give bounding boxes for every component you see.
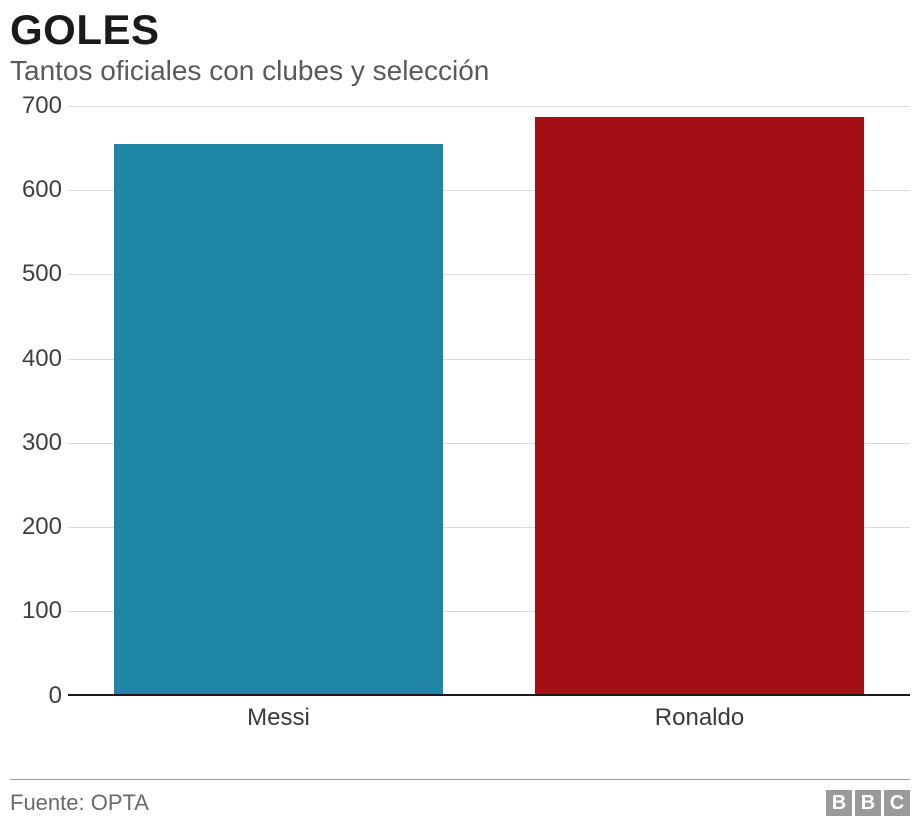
y-tick-label: 600 — [10, 176, 62, 204]
chart-footer: Fuente: OPTA BBC — [10, 779, 910, 816]
y-axis: 0100200300400500600700 — [10, 106, 68, 746]
x-label: Messi — [68, 704, 489, 732]
y-tick-label: 100 — [10, 597, 62, 625]
x-axis-labels: MessiRonaldo — [68, 704, 910, 732]
logo-letter: B — [826, 790, 852, 816]
bars-group — [68, 106, 910, 694]
y-tick-label: 0 — [10, 682, 62, 710]
bar-messi — [114, 144, 442, 694]
chart-container: GOLES Tantos oficiales con clubes y sele… — [0, 0, 920, 828]
y-tick-label: 400 — [10, 345, 62, 373]
chart-area: 0100200300400500600700 MessiRonaldo — [10, 106, 910, 746]
y-tick-label: 200 — [10, 513, 62, 541]
x-label: Ronaldo — [489, 704, 910, 732]
chart-title: GOLES — [10, 8, 910, 52]
bar-slot — [489, 106, 910, 694]
bar-ronaldo — [535, 117, 863, 694]
bar-slot — [68, 106, 489, 694]
chart-subtitle: Tantos oficiales con clubes y selección — [10, 54, 910, 88]
y-tick-label: 700 — [10, 92, 62, 120]
bbc-logo: BBC — [826, 790, 910, 816]
logo-letter: C — [884, 790, 910, 816]
logo-letter: B — [855, 790, 881, 816]
plot-area — [68, 106, 910, 696]
y-tick-label: 500 — [10, 260, 62, 288]
y-tick-label: 300 — [10, 429, 62, 457]
source-label: Fuente: OPTA — [10, 790, 149, 816]
